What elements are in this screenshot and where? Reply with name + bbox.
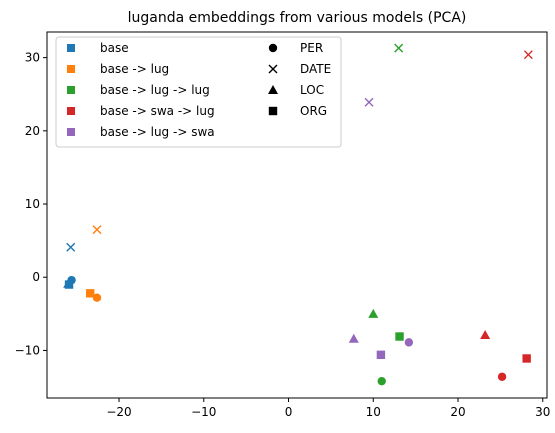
y-tick-label: 30 bbox=[25, 51, 40, 65]
chart-title: luganda embeddings from various models (… bbox=[128, 10, 467, 26]
data-point-3-2 bbox=[480, 330, 491, 340]
x-tick-label: 20 bbox=[450, 405, 465, 419]
legend-frame bbox=[55, 36, 342, 148]
legend-marker-circle bbox=[268, 43, 278, 53]
legend-label: ORG bbox=[300, 104, 327, 118]
x-tick-label: −20 bbox=[106, 405, 131, 419]
data-point-1-2 bbox=[86, 289, 95, 298]
legend-label: PER bbox=[300, 41, 323, 55]
x-tick-label: 0 bbox=[285, 405, 293, 419]
x-tick-label: 30 bbox=[535, 405, 550, 419]
legend-label: base -> lug bbox=[100, 62, 169, 76]
x-tick-label: −10 bbox=[191, 405, 216, 419]
data-point-4-2 bbox=[348, 333, 359, 343]
legend-marker-square bbox=[268, 106, 278, 116]
data-point-2-1 bbox=[394, 43, 404, 53]
data-point-2-3 bbox=[395, 332, 404, 341]
y-tick-label: 0 bbox=[32, 270, 40, 284]
data-point-3-1 bbox=[523, 50, 533, 60]
plot-area bbox=[46, 31, 548, 399]
data-point-4-0 bbox=[404, 338, 414, 347]
legend-swatch bbox=[67, 65, 75, 73]
data-point-3-0 bbox=[497, 372, 507, 381]
data-point-3-3 bbox=[522, 354, 531, 363]
data-points bbox=[63, 43, 533, 386]
legend-swatch bbox=[67, 86, 75, 94]
legend-label: LOC bbox=[300, 83, 324, 97]
legend-label: base -> lug -> swa bbox=[100, 125, 215, 139]
data-point-4-3 bbox=[376, 350, 386, 360]
legend-label: base bbox=[100, 41, 129, 55]
legend-marker-x bbox=[268, 64, 278, 74]
y-tick-label: 10 bbox=[25, 197, 40, 211]
legend-label: DATE bbox=[300, 62, 331, 76]
axis-ticks: −20 −10 0 10 20 30 −10 0 10 20 30 bbox=[15, 51, 551, 419]
legend-swatch bbox=[67, 44, 75, 52]
data-point-0-3 bbox=[64, 280, 74, 289]
legend-swatch bbox=[67, 107, 75, 115]
data-point-2-0 bbox=[377, 376, 386, 386]
y-tick-label: 20 bbox=[25, 124, 40, 138]
y-tick-label: −10 bbox=[15, 343, 40, 357]
data-point-2-2 bbox=[368, 308, 379, 318]
legend-label: base -> lug -> lug bbox=[100, 83, 210, 97]
data-point-1-0 bbox=[92, 293, 102, 302]
data-point-4-1 bbox=[364, 97, 374, 107]
data-point-0-1 bbox=[66, 242, 76, 252]
legend-swatch bbox=[67, 128, 75, 136]
legend-marker-triangle bbox=[268, 85, 278, 94]
x-tick-label: 10 bbox=[366, 405, 381, 419]
legend-label: base -> swa -> lug bbox=[100, 104, 215, 118]
legend: base base -> lug base -> lug -> lug base ->… bbox=[55, 36, 342, 148]
data-point-1-1 bbox=[92, 225, 102, 235]
